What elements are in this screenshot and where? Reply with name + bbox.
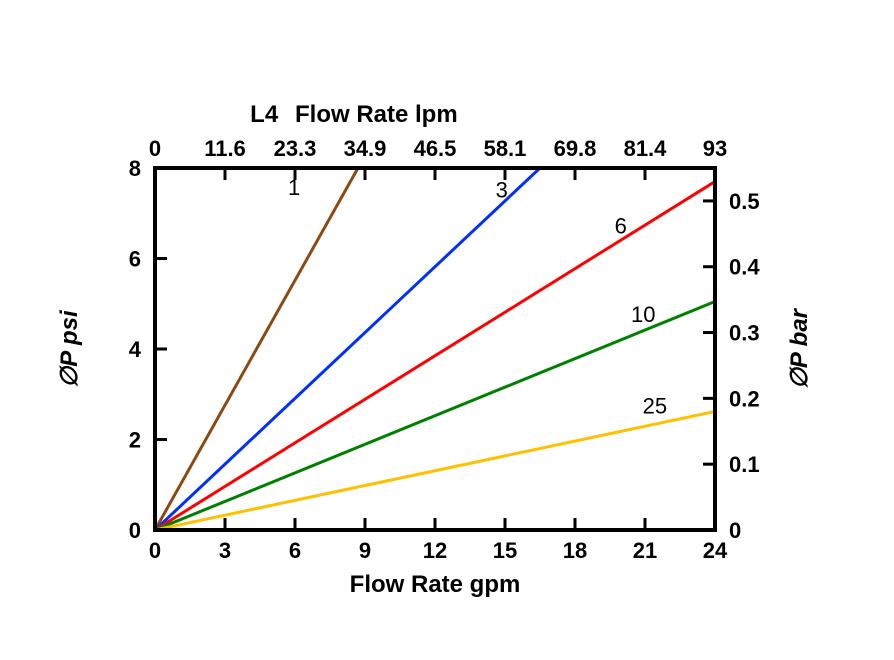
y-left-tick-label: 0 (129, 518, 141, 543)
x-top-prefix: L4 (250, 101, 279, 128)
y-right-tick-label: 0.5 (729, 189, 760, 214)
y-right-tick-label: 0 (729, 518, 741, 543)
series-label-25: 25 (643, 393, 667, 418)
x-bottom-tick-label: 12 (423, 538, 447, 563)
y-right-tick-label: 0.1 (729, 452, 760, 477)
y-right-tick-label: 0.4 (729, 255, 760, 280)
x-top-tick-label: 93 (703, 136, 727, 161)
x-bottom-tick-label: 0 (149, 538, 161, 563)
x-top-tick-label: 81.4 (624, 136, 668, 161)
x-top-axis-label: Flow Rate lpm (295, 101, 458, 128)
x-top-tick-label: 58.1 (484, 136, 527, 161)
y-left-tick-label: 6 (129, 247, 141, 272)
y-right-tick-label: 0.2 (729, 386, 760, 411)
x-top-tick-label: 11.6 (204, 136, 246, 161)
x-bottom-tick-label: 21 (633, 538, 657, 563)
y-left-tick-label: 4 (129, 337, 142, 362)
y-left-axis-label: ∅P psi (56, 309, 83, 388)
x-bottom-tick-label: 9 (359, 538, 371, 563)
x-bottom-axis-label: Flow Rate gpm (350, 571, 521, 598)
x-top-tick-label: 69.8 (554, 136, 597, 161)
x-top-tick-label: 0 (149, 136, 161, 161)
series-label-1: 1 (288, 175, 300, 200)
x-bottom-tick-label: 15 (493, 538, 517, 563)
x-bottom-tick-label: 18 (563, 538, 587, 563)
pressure-flow-chart: 03691215182124011.623.334.946.558.169.88… (0, 0, 894, 660)
series-label-10: 10 (631, 302, 655, 327)
x-top-tick-label: 46.5 (414, 136, 457, 161)
x-bottom-tick-label: 24 (703, 538, 728, 563)
x-top-tick-label: 23.3 (274, 136, 317, 161)
y-left-tick-label: 8 (129, 156, 141, 181)
y-left-tick-label: 2 (129, 428, 141, 453)
series-label-6: 6 (615, 214, 627, 239)
y-right-axis-label: ∅P bar (786, 307, 813, 389)
y-right-tick-label: 0.3 (729, 321, 760, 346)
series-label-3: 3 (496, 177, 508, 202)
x-bottom-tick-label: 3 (219, 538, 231, 563)
x-bottom-tick-label: 6 (289, 538, 301, 563)
chart-svg: 03691215182124011.623.334.946.558.169.88… (0, 0, 894, 660)
x-top-tick-label: 34.9 (344, 136, 387, 161)
